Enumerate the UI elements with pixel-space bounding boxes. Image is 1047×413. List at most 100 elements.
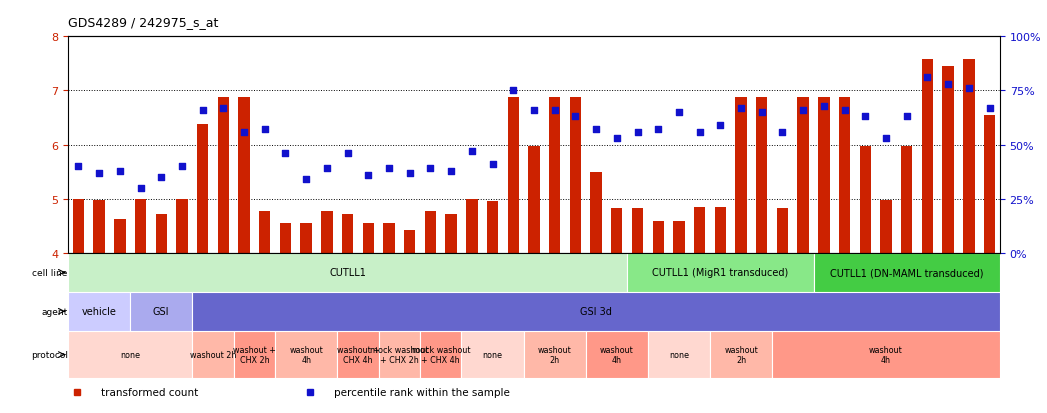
Bar [818,97,829,253]
Text: washout
4h: washout 4h [600,345,633,364]
Text: transformed count: transformed count [101,387,198,397]
Point [629,129,646,135]
Text: washout 2h: washout 2h [190,350,237,359]
Bar [425,211,437,253]
Bar [549,97,560,253]
Bar [942,67,954,253]
Text: percentile rank within the sample: percentile rank within the sample [334,387,510,397]
Bar [487,202,498,253]
Point [856,114,873,121]
Bar [591,172,602,253]
Bar [68,253,627,292]
Point [132,185,149,192]
Text: mock washout
+ CHX 2h: mock washout + CHX 2h [371,345,428,364]
Point [318,166,335,172]
Text: cell line: cell line [32,268,68,277]
Point [381,166,398,172]
Text: washout +
CHX 2h: washout + CHX 2h [233,345,275,364]
Bar [524,331,585,378]
Bar [627,253,814,292]
Point [215,105,231,112]
Bar [585,331,648,378]
Point [464,148,481,155]
Point [608,135,625,142]
Point [587,127,604,133]
Bar [772,331,1000,378]
Bar [404,230,416,253]
Point [754,109,771,116]
Text: none: none [669,350,689,359]
Point [774,129,790,135]
Point [91,170,108,176]
Bar [114,220,126,253]
Bar [921,60,933,253]
Bar [735,97,747,253]
Text: mock washout
+ CHX 4h: mock washout + CHX 4h [411,345,470,364]
Bar [839,97,850,253]
Bar [611,209,623,253]
Point [981,105,998,112]
Text: GSI: GSI [153,306,170,316]
Point [816,103,832,109]
Bar [259,211,270,253]
Bar [239,97,250,253]
Point [670,109,687,116]
Text: GDS4289 / 242975_s_at: GDS4289 / 242975_s_at [68,16,219,29]
Bar [445,214,456,253]
Bar [176,199,187,253]
Point [795,107,811,114]
Bar [814,253,1000,292]
Bar [321,211,333,253]
Text: GSI 3d: GSI 3d [580,306,612,316]
Point [111,168,128,174]
Bar [466,199,477,253]
Bar [881,200,892,253]
Point [236,129,252,135]
Point [526,107,542,114]
Point [877,135,894,142]
Bar [300,223,312,253]
Text: washout
2h: washout 2h [538,345,572,364]
Point [277,150,294,157]
Bar [337,331,379,378]
Text: washout
4h: washout 4h [869,345,903,364]
Bar [462,331,524,378]
Bar [72,199,84,253]
Bar [756,97,767,253]
Bar [193,331,233,378]
Point [297,176,314,183]
Point [360,172,377,179]
Point [174,164,191,170]
Point [153,174,170,181]
Point [712,122,729,129]
Bar [218,97,229,253]
Bar [362,223,374,253]
Point [960,86,977,93]
Bar [379,331,420,378]
Bar [197,125,208,253]
Bar [233,331,275,378]
Bar [798,97,809,253]
Bar [130,292,193,331]
Point [195,107,211,114]
Bar [860,146,871,253]
Point [443,168,460,174]
Bar [648,331,710,378]
Bar [342,214,353,253]
Bar [710,331,772,378]
Text: CUTLL1 (MigR1 transduced): CUTLL1 (MigR1 transduced) [652,268,788,278]
Text: washout
2h: washout 2h [725,345,758,364]
Point [898,114,915,121]
Bar [631,209,643,253]
Point [567,114,584,121]
Bar [280,223,291,253]
Text: washout +
CHX 4h: washout + CHX 4h [336,345,379,364]
Point [339,150,356,157]
Bar [777,209,788,253]
Point [257,127,273,133]
Point [733,105,750,112]
Text: washout
4h: washout 4h [289,345,324,364]
Bar [68,331,193,378]
Text: vehicle: vehicle [82,306,116,316]
Bar [420,331,462,378]
